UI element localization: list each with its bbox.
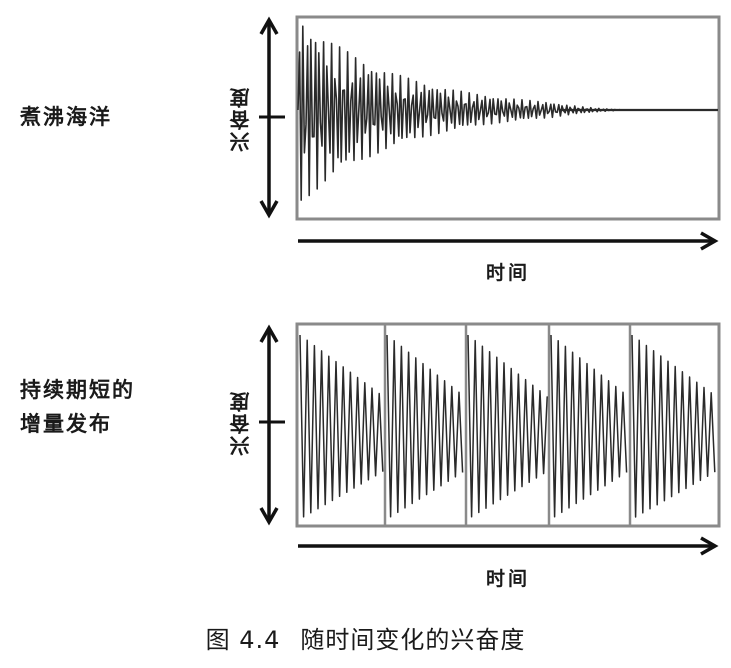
panel-boil-the-ocean: 煮沸海洋 兴奋度 时间 xyxy=(0,0,731,300)
chart-frame xyxy=(295,322,721,528)
y-axis-arrow xyxy=(259,324,285,526)
signal-repeated-bursts xyxy=(299,334,716,518)
figure-title: 随时间变化的兴奋度 xyxy=(300,626,526,654)
x-axis-arrow xyxy=(298,231,719,251)
y-axis-arrow xyxy=(259,16,285,219)
burst-waveform xyxy=(386,334,464,518)
excitement-chart-decay xyxy=(259,15,721,251)
release-dividers xyxy=(383,325,632,526)
burst-waveform xyxy=(631,334,716,518)
x-axis-label-time: 时间 xyxy=(486,262,531,284)
decaying-waveform xyxy=(297,25,718,201)
row-label-boil-the-ocean: 煮沸海洋 xyxy=(20,105,112,129)
burst-waveform xyxy=(550,334,628,518)
burst-waveform xyxy=(467,334,548,518)
x-axis-arrow xyxy=(298,536,719,556)
signal-decaying-oscillation xyxy=(297,25,718,201)
figure-caption: 图 4.4 随时间变化的兴奋度 xyxy=(0,620,731,655)
burst-waveform xyxy=(299,334,384,518)
figure-number: 图 4.4 xyxy=(205,626,281,654)
excitement-chart-sawtooth xyxy=(259,322,721,556)
row-label-incremental-releases: 持续期短的 增量发布 xyxy=(20,378,135,436)
chart-frame xyxy=(295,15,721,221)
x-axis-label-time: 时间 xyxy=(486,568,531,590)
panel-incremental-releases: 持续期短的 增量发布 兴奋度 时间 xyxy=(0,305,731,605)
